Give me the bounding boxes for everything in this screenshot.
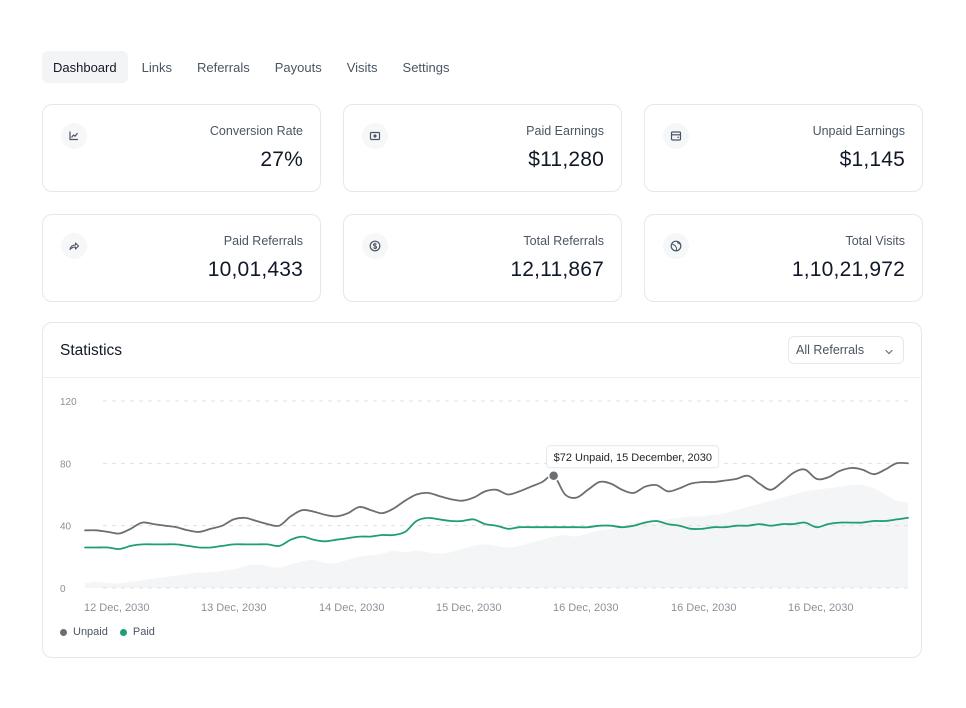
stat-label: Total Visits (845, 234, 905, 248)
tooltip-text: $72 Unpaid, 15 December, 2030 (554, 452, 712, 464)
stat-label: Unpaid Earnings (812, 124, 905, 138)
stat-value: 1,10,21,972 (791, 258, 905, 281)
statistics-panel: Statistics All Referrals 0 40 80 120 12 Dec,… (42, 322, 922, 658)
tooltip-box (546, 445, 720, 469)
dollar-circle-icon (362, 233, 388, 259)
tab-dashboard[interactable]: Dashboard (42, 51, 128, 83)
stat-label: Paid Referrals (223, 234, 303, 248)
tab-links[interactable]: Links (141, 59, 172, 75)
y-tick-label: 80 (60, 459, 72, 470)
chart-legend: Unpaid Paid (60, 626, 155, 638)
referral-filter-select[interactable]: All Referrals (788, 336, 904, 364)
legend-label: Unpaid (73, 626, 108, 638)
legend-item-unpaid: Unpaid (60, 626, 108, 638)
stat-value: 27% (260, 148, 303, 171)
statistics-chart: 0 40 80 120 12 Dec, 2030 13 Dec, 2030 14 Dec, … (60, 397, 909, 614)
stat-value: $1,145 (839, 148, 905, 171)
statistics-header: Statistics All Referrals (43, 323, 921, 378)
chart-line-icon (61, 123, 87, 149)
x-tick-label: 13 Dec, 2030 (201, 602, 266, 614)
cash-icon (362, 123, 388, 149)
legend-dot (119, 628, 127, 636)
legend-dot (60, 628, 67, 636)
stat-value: 12,11,867 (510, 258, 604, 281)
y-tick-label: 120 (60, 397, 77, 408)
nav-tabs: Dashboard Links Referrals Payouts Visits Sett… (42, 51, 464, 83)
x-tick-label: 12 Dec, 2030 (84, 602, 149, 614)
share-arrow-icon (61, 233, 87, 259)
tooltip-point (547, 470, 560, 482)
background-area (85, 484, 908, 588)
series-line-unpaid (84, 461, 909, 535)
stat-value: $11,280 (528, 148, 604, 171)
stat-label: Total Referrals (523, 234, 604, 248)
x-tick-label: 14 Dec, 2030 (319, 602, 384, 614)
y-tick-label: 0 (60, 584, 66, 595)
referral-filter-value: All Referrals (796, 343, 865, 357)
tab-referrals[interactable]: Referrals (196, 59, 250, 75)
statistics-title: Statistics (60, 342, 123, 359)
stat-card-conversion-rate: Conversion Rate 27% (42, 104, 321, 192)
globe-icon (663, 233, 689, 259)
x-tick-label: 15 Dec, 2030 (436, 602, 501, 614)
stat-label: Conversion Rate (209, 124, 303, 138)
stat-card-unpaid-earnings: Unpaid Earnings $1,145 (644, 104, 923, 192)
x-tick-label: 16 Dec, 2030 (671, 602, 736, 614)
stat-label: Paid Earnings (526, 124, 604, 138)
y-tick-label: 40 (60, 522, 72, 533)
chevron-down-icon (884, 346, 894, 360)
stat-card-total-visits: Total Visits 1,10,21,972 (644, 214, 923, 302)
stat-card-paid-referrals: Paid Referrals 10,01,433 (42, 214, 321, 302)
stat-card-total-referrals: Total Referrals 12,11,867 (343, 214, 622, 302)
x-tick-label: 16 Dec, 2030 (553, 602, 618, 614)
series-line-paid (84, 516, 909, 550)
legend-label: Paid (132, 626, 155, 638)
tab-visits[interactable]: Visits (346, 59, 378, 75)
stat-value: 10,01,433 (207, 258, 303, 281)
wallet-icon (663, 123, 689, 149)
tab-settings[interactable]: Settings (402, 59, 450, 75)
stat-card-paid-earnings: Paid Earnings $11,280 (343, 104, 622, 192)
x-tick-label: 16 Dec, 2030 (788, 602, 853, 614)
legend-item-paid: Paid (119, 626, 155, 638)
tab-payouts[interactable]: Payouts (274, 59, 322, 75)
